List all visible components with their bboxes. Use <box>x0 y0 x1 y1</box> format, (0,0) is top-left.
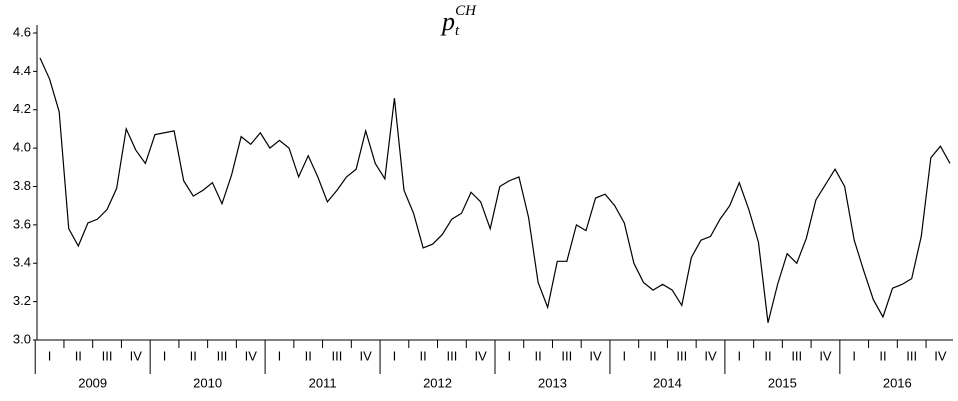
quarter-label: II <box>420 348 427 363</box>
year-label: 2014 <box>653 375 682 390</box>
y-tick-label: 3.6 <box>13 216 31 231</box>
year-label: 2012 <box>423 375 452 390</box>
quarter-label: III <box>102 348 113 363</box>
quarter-label: I <box>48 348 52 363</box>
quarter-label: I <box>278 348 282 363</box>
quarter-label: III <box>791 348 802 363</box>
quarter-label: II <box>649 348 656 363</box>
quarter-label: IV <box>245 348 258 363</box>
y-tick-label: 3.0 <box>13 331 31 346</box>
quarter-label: IV <box>360 348 373 363</box>
quarter-label: IV <box>704 348 717 363</box>
quarter-label: IV <box>474 348 487 363</box>
quarter-label: III <box>906 348 917 363</box>
quarter-label: I <box>508 348 512 363</box>
y-tick-label: 4.6 <box>13 24 31 39</box>
quarter-label: I <box>737 348 741 363</box>
quarter-label: II <box>534 348 541 363</box>
year-label: 2013 <box>538 375 567 390</box>
title-sub: t <box>455 23 460 39</box>
quarter-label: I <box>163 348 167 363</box>
quarter-label: II <box>190 348 197 363</box>
year-label: 2016 <box>883 375 912 390</box>
quarter-label: III <box>446 348 457 363</box>
quarter-label: IV <box>934 348 947 363</box>
year-label: 2010 <box>193 375 222 390</box>
quarter-label: I <box>623 348 627 363</box>
title-base: p <box>440 7 455 36</box>
quarter-label: III <box>676 348 687 363</box>
year-label: 2015 <box>768 375 797 390</box>
quarter-label: II <box>764 348 771 363</box>
y-tick-label: 4.0 <box>13 140 31 155</box>
quarter-label: III <box>561 348 572 363</box>
quarter-label: I <box>393 348 397 363</box>
line <box>39 57 951 323</box>
quarter-label: II <box>75 348 82 363</box>
y-tick-label: 3.8 <box>13 178 31 193</box>
year-label: 2011 <box>309 375 337 390</box>
y-tick-label: 4.4 <box>13 63 31 78</box>
quarter-label: III <box>332 348 343 363</box>
y-tick-label: 3.2 <box>13 293 31 308</box>
quarter-label: IV <box>130 348 143 363</box>
quarter-label: II <box>879 348 886 363</box>
y-tick-label: 3.4 <box>13 255 31 270</box>
quarter-label: IV <box>819 348 832 363</box>
y-tick-label: 4.2 <box>13 101 31 116</box>
quarter-label: II <box>305 348 312 363</box>
quarter-label: I <box>852 348 856 363</box>
quarter-label: IV <box>589 348 602 363</box>
title-sup: CH <box>455 3 477 19</box>
chart-title: pt CH <box>440 3 477 39</box>
year-label: 2009 <box>78 375 107 390</box>
quarter-label: III <box>217 348 228 363</box>
